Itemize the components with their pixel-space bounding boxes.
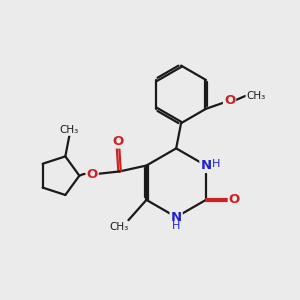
Text: CH₃: CH₃ bbox=[246, 91, 266, 101]
Text: CH₃: CH₃ bbox=[110, 222, 129, 233]
Text: N: N bbox=[171, 211, 182, 224]
Text: CH₃: CH₃ bbox=[60, 125, 79, 135]
Text: O: O bbox=[229, 194, 240, 206]
Text: O: O bbox=[224, 94, 235, 107]
Text: H: H bbox=[212, 159, 220, 169]
Text: O: O bbox=[86, 167, 98, 181]
Text: O: O bbox=[112, 134, 124, 148]
Text: H: H bbox=[172, 221, 180, 231]
Text: N: N bbox=[200, 159, 211, 172]
